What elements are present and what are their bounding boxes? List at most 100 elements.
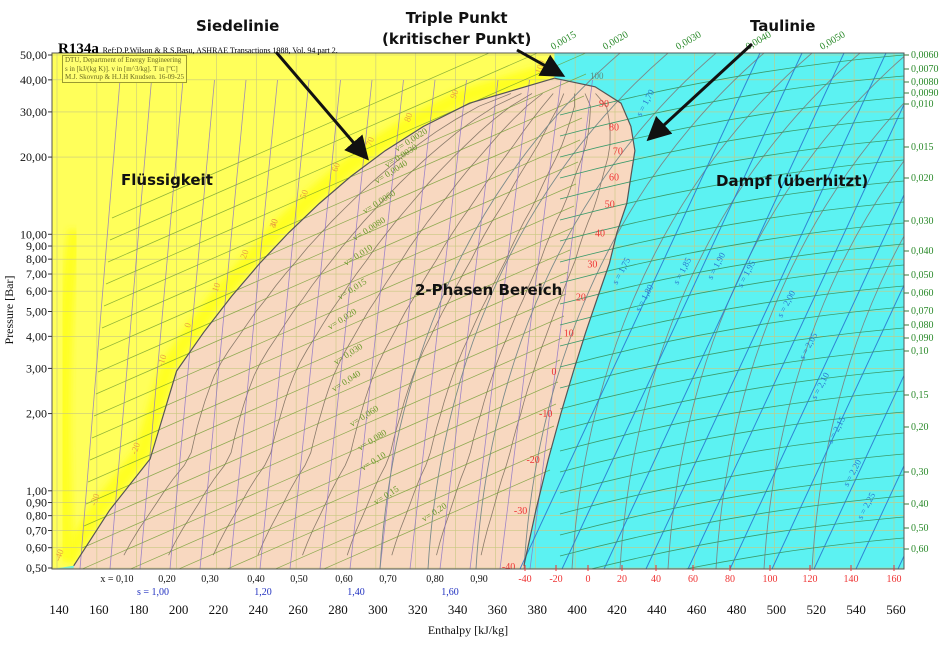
y-tick-label: 20,00 — [20, 150, 47, 164]
volume-top-label: 0,0015 — [549, 29, 578, 52]
info-line: s in [kJ/(kg K)]. v in [m^3/kg]. T in [º… — [65, 64, 178, 73]
info-line: DTU, Department of Energy Engineering — [65, 56, 182, 64]
volume-tick-label: 0,0060 — [911, 50, 939, 61]
volume-tick-label: 0,060 — [911, 288, 934, 299]
y-tick-label: 4,00 — [26, 329, 47, 343]
volume-tick-label: 0,30 — [911, 467, 929, 478]
x-tick-label: 140 — [49, 602, 69, 617]
triple-punkt-arrow — [516, 48, 566, 77]
svg-text:-20: -20 — [526, 455, 539, 466]
y-tick-label: 0,50 — [26, 561, 47, 575]
taulinie-label: Taulinie — [750, 17, 816, 35]
vapor-temp-tick-label: 20 — [617, 574, 627, 585]
triple-punkt-line1: Triple Punkt — [405, 9, 508, 27]
y-tick-label: 0,80 — [26, 509, 47, 523]
volume-tick-label: 0,0070 — [911, 64, 939, 75]
y-tick-label: 40,00 — [20, 73, 47, 87]
volume-tick-label: 0,080 — [911, 320, 934, 331]
y-tick-label: 10,00 — [20, 227, 47, 241]
volume-tick-label: 0,40 — [911, 499, 929, 510]
x-tick-label: 360 — [488, 602, 508, 617]
x-tick-label: 400 — [567, 602, 587, 617]
quality-line — [436, 93, 591, 556]
x-tick-label: 560 — [886, 602, 906, 617]
svg-text:10: 10 — [210, 281, 223, 293]
quality-tick-label: 0,50 — [290, 574, 308, 585]
volume-top-label: 0,0020 — [601, 29, 630, 52]
volume-tick-label: 0,020 — [911, 173, 934, 184]
info-line: M.J. Skovrup & H.J.H Knudsen. 16-09-25 — [65, 73, 184, 81]
x-tick-label: 540 — [846, 602, 866, 617]
quality-line — [257, 93, 543, 556]
volume-tick-label: 0,070 — [911, 306, 934, 317]
volume-tick-label: 0,15 — [911, 390, 929, 401]
svg-text:60: 60 — [609, 172, 619, 183]
liquid-glow-left — [56, 228, 82, 561]
fluessigkeit-label: Flüssigkeit — [121, 171, 213, 189]
volume-tick-label: 0,040 — [911, 246, 934, 257]
triple-punkt-label: Triple Punkt (kritischer Punkt) — [382, 8, 531, 50]
svg-text:-20: -20 — [129, 441, 143, 456]
x-tick-label: 180 — [129, 602, 149, 617]
volume-top-label: 0,0050 — [818, 29, 847, 52]
vapor-temp-tick-label: -40 — [518, 574, 531, 585]
vapor-temp-tick-label: -20 — [549, 574, 562, 585]
y-tick-label: 30,00 — [20, 105, 47, 119]
x-tick-label: 220 — [209, 602, 229, 617]
svg-text:90: 90 — [448, 88, 461, 100]
y-tick-label: 0,90 — [26, 496, 47, 510]
y-tick-label: 7,00 — [26, 267, 47, 281]
x-tick-label: 240 — [249, 602, 269, 617]
y-tick-label: 8,00 — [26, 252, 47, 266]
x-tick-label: 320 — [408, 602, 428, 617]
x-tick-label: 460 — [687, 602, 707, 617]
svg-text:50: 50 — [298, 188, 311, 200]
volume-tick-label: 0,010 — [911, 99, 934, 110]
entropy-tick-label: 1,60 — [441, 587, 459, 598]
volume-tick-label: 0,0080 — [911, 77, 939, 88]
svg-text:90: 90 — [599, 99, 609, 110]
x-tick-label: 340 — [448, 602, 468, 617]
x-tick-label: 440 — [647, 602, 667, 617]
quality-tick-label: x = 0,10 — [100, 574, 133, 585]
y-tick-label: 50,00 — [20, 48, 47, 62]
vapor-temp-tick-label: 0 — [586, 574, 591, 585]
svg-text:10: 10 — [564, 328, 574, 339]
vapor-label: Dampf (überhitzt) — [716, 172, 869, 190]
y-tick-label: 9,00 — [26, 239, 47, 253]
svg-text:30: 30 — [587, 259, 597, 270]
quality-line — [123, 93, 512, 556]
liquid-glow — [58, 64, 549, 565]
quality-line — [346, 93, 565, 556]
svg-text:70: 70 — [613, 147, 623, 158]
taulinie-arrow — [646, 42, 754, 142]
x-tick-label: 380 — [528, 602, 548, 617]
x-tick-label: 420 — [607, 602, 627, 617]
vapor-temp-tick-label: 140 — [844, 574, 859, 585]
vapor-temp-tick-label: 160 — [887, 574, 902, 585]
y-tick-label: 0,60 — [26, 541, 47, 555]
x-tick-label: 260 — [288, 602, 308, 617]
x-tick-label: 280 — [328, 602, 348, 617]
vapor-temp-tick-label: 40 — [651, 574, 661, 585]
svg-text:20: 20 — [238, 248, 251, 260]
x-tick-label: 300 — [368, 602, 388, 617]
svg-text:20: 20 — [576, 293, 586, 304]
quality-tick-label: 0,80 — [426, 574, 444, 585]
volume-tick-label: 0,10 — [911, 346, 929, 357]
svg-text:-30: -30 — [514, 506, 527, 517]
saturated-liquid-line — [73, 77, 555, 567]
entropy-tick-label: 1,40 — [347, 587, 365, 598]
volume-top-label: 0,0030 — [674, 29, 703, 52]
volume-tick-label: 0,030 — [911, 216, 934, 227]
vapor-temp-tick-label: 120 — [803, 574, 818, 585]
svg-text:0: 0 — [552, 367, 557, 378]
refrigerant-name: R134a — [58, 41, 99, 57]
siedelinie-arrow — [274, 51, 369, 161]
svg-text:-10: -10 — [155, 353, 169, 368]
siedelinie-label: Siedelinie — [196, 17, 280, 35]
reference-text: Ref:D.P.Wilson & R.S.Basu, ASHRAE Transa… — [102, 46, 338, 55]
svg-text:-40: -40 — [502, 562, 515, 573]
y-tick-label: 3,00 — [26, 361, 47, 375]
